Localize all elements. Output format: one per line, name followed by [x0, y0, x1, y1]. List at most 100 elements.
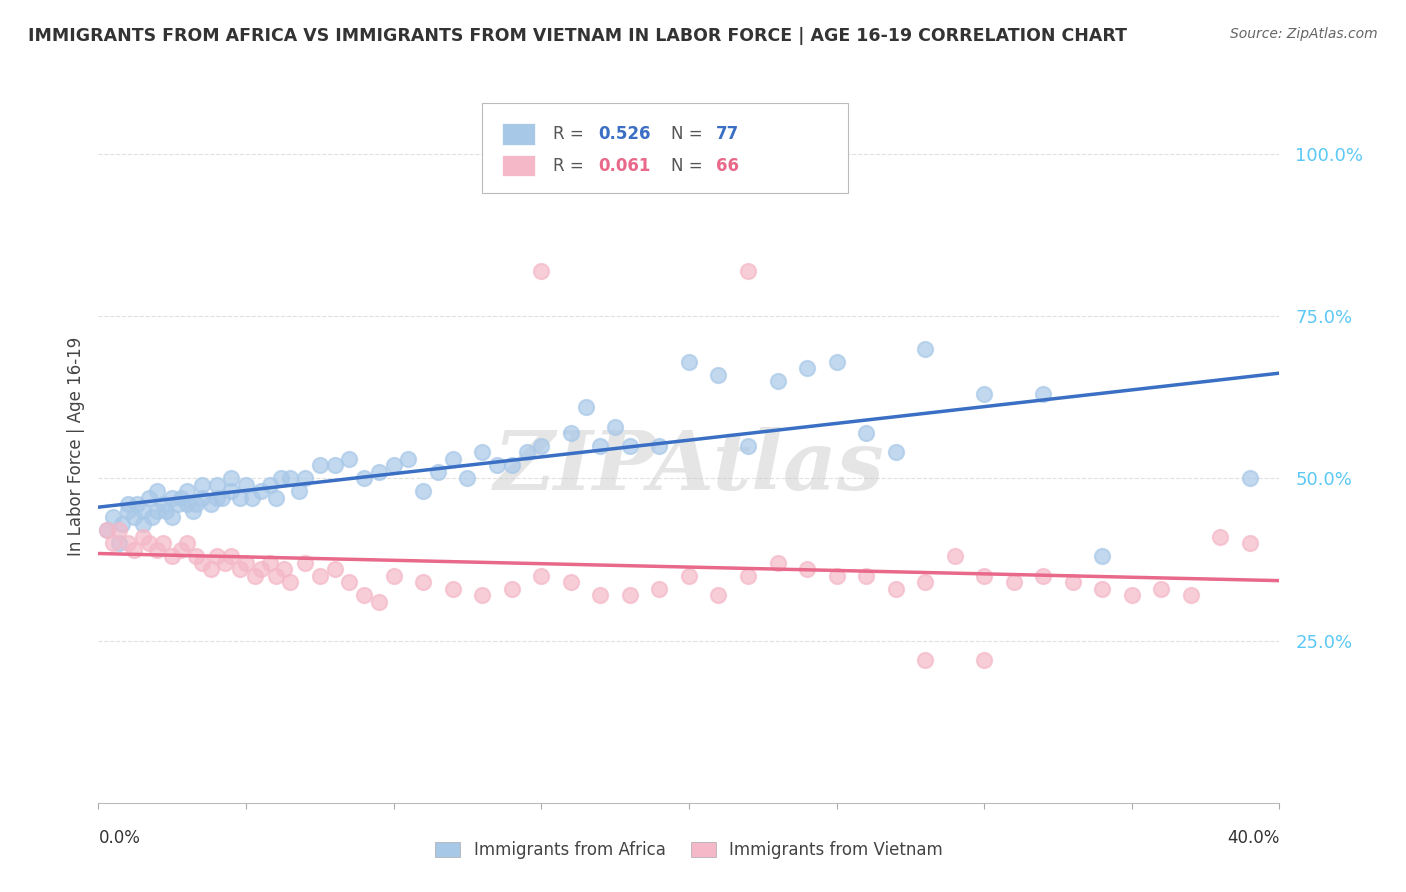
- Point: [152, 536, 174, 550]
- Text: ZIPAtlas: ZIPAtlas: [494, 427, 884, 508]
- Point: [796, 361, 818, 376]
- Point: [382, 568, 405, 582]
- Point: [235, 478, 257, 492]
- Point: [855, 425, 877, 440]
- Point: [235, 556, 257, 570]
- Point: [214, 556, 236, 570]
- Point: [619, 439, 641, 453]
- Point: [117, 504, 139, 518]
- Text: N =: N =: [671, 125, 709, 143]
- Point: [575, 400, 598, 414]
- Point: [250, 562, 273, 576]
- Point: [146, 504, 169, 518]
- Point: [259, 478, 281, 492]
- Point: [200, 497, 222, 511]
- Text: N =: N =: [671, 157, 709, 175]
- Point: [288, 484, 311, 499]
- Point: [96, 524, 118, 538]
- Point: [280, 575, 302, 590]
- Text: Source: ZipAtlas.com: Source: ZipAtlas.com: [1230, 27, 1378, 41]
- Point: [339, 575, 361, 590]
- Point: [200, 562, 222, 576]
- Text: 66: 66: [716, 157, 740, 175]
- Point: [501, 458, 523, 473]
- Point: [211, 491, 233, 505]
- Point: [122, 542, 145, 557]
- Point: [117, 497, 139, 511]
- Point: [181, 504, 204, 518]
- Point: [155, 504, 177, 518]
- Point: [240, 491, 263, 505]
- Point: [309, 568, 332, 582]
- Point: [294, 471, 316, 485]
- Point: [264, 568, 287, 582]
- Point: [191, 478, 214, 492]
- Point: [707, 368, 730, 382]
- Point: [103, 510, 125, 524]
- Point: [111, 516, 134, 531]
- Point: [117, 536, 139, 550]
- Point: [1091, 582, 1114, 596]
- Point: [1180, 588, 1202, 602]
- Point: [191, 556, 214, 570]
- Point: [501, 582, 523, 596]
- Point: [368, 595, 391, 609]
- Point: [398, 452, 420, 467]
- Point: [141, 510, 163, 524]
- Point: [205, 478, 228, 492]
- Text: R =: R =: [553, 125, 589, 143]
- Point: [132, 530, 155, 544]
- Y-axis label: In Labor Force | Age 16-19: In Labor Force | Age 16-19: [66, 336, 84, 556]
- Point: [243, 568, 266, 582]
- Point: [648, 439, 671, 453]
- Point: [96, 524, 118, 538]
- Point: [707, 588, 730, 602]
- Text: IMMIGRANTS FROM AFRICA VS IMMIGRANTS FROM VIETNAM IN LABOR FORCE | AGE 16-19 COR: IMMIGRANTS FROM AFRICA VS IMMIGRANTS FRO…: [28, 27, 1128, 45]
- Point: [605, 419, 627, 434]
- Text: 0.0%: 0.0%: [98, 829, 141, 847]
- Point: [766, 556, 789, 570]
- Point: [259, 556, 281, 570]
- Text: 77: 77: [716, 125, 740, 143]
- Point: [270, 471, 292, 485]
- Point: [427, 465, 450, 479]
- Point: [619, 588, 641, 602]
- Point: [221, 471, 243, 485]
- Point: [914, 653, 936, 667]
- Point: [323, 458, 346, 473]
- Point: [471, 588, 494, 602]
- Point: [914, 342, 936, 356]
- Point: [457, 471, 479, 485]
- Point: [486, 458, 509, 473]
- Point: [353, 471, 375, 485]
- Point: [855, 568, 877, 582]
- Point: [132, 516, 155, 531]
- Bar: [502, 123, 536, 145]
- Point: [766, 374, 789, 388]
- Point: [353, 588, 375, 602]
- Point: [138, 536, 160, 550]
- Point: [1091, 549, 1114, 564]
- Point: [884, 582, 907, 596]
- Point: [108, 536, 131, 550]
- Point: [914, 575, 936, 590]
- Point: [191, 491, 214, 505]
- Point: [167, 497, 190, 511]
- Point: [184, 497, 207, 511]
- Point: [589, 439, 612, 453]
- Point: [1002, 575, 1025, 590]
- Point: [412, 484, 434, 499]
- Point: [205, 491, 228, 505]
- Point: [176, 497, 198, 511]
- Point: [1239, 536, 1261, 550]
- Point: [382, 458, 405, 473]
- Text: 40.0%: 40.0%: [1227, 829, 1279, 847]
- Point: [560, 425, 582, 440]
- Point: [884, 445, 907, 459]
- Point: [146, 484, 169, 499]
- Point: [368, 465, 391, 479]
- Point: [122, 510, 145, 524]
- Point: [138, 491, 160, 505]
- Point: [973, 653, 995, 667]
- Point: [184, 549, 207, 564]
